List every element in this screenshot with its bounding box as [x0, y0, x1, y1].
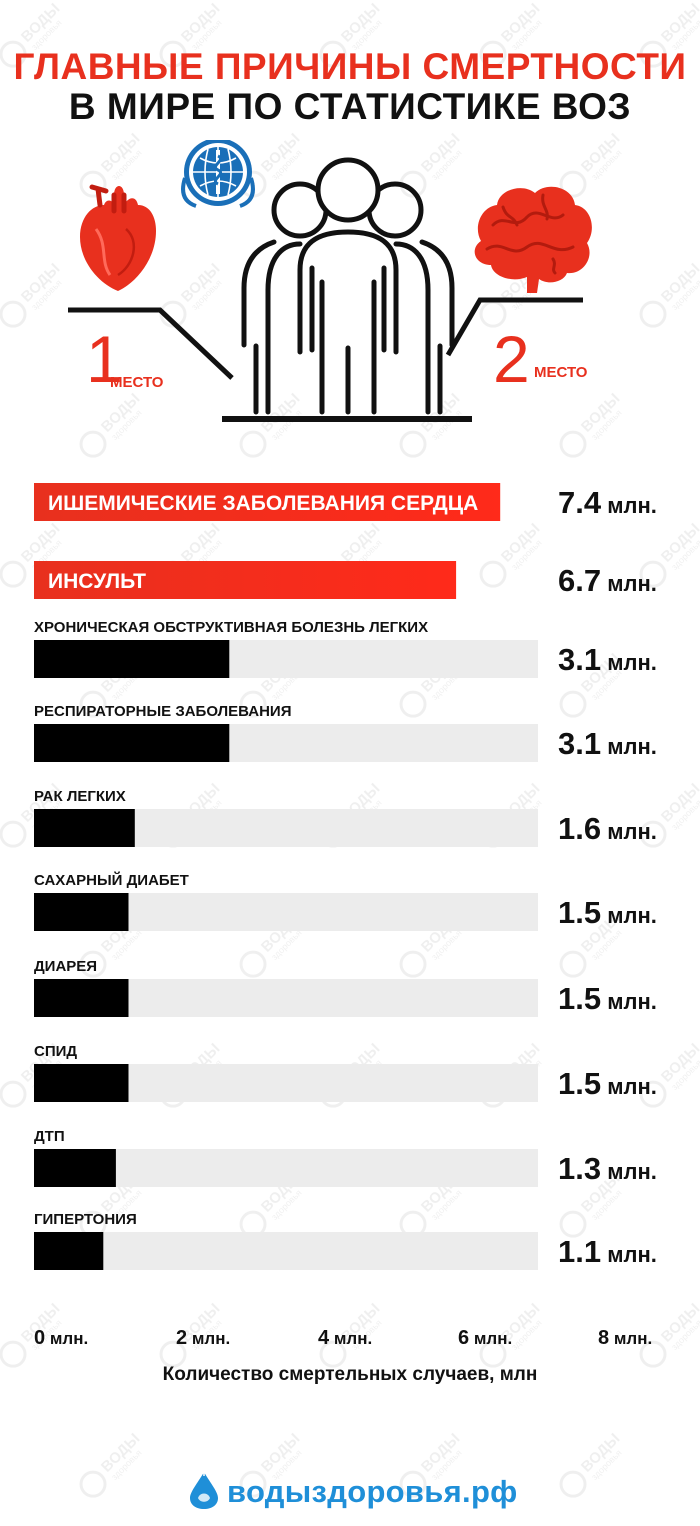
value-label: 1.5 млн.: [558, 895, 657, 930]
title-line-1: ГЛАВНЫЕ ПРИЧИНЫ СМЕРТНОСТИ: [13, 46, 687, 87]
who-emblem-icon: [181, 140, 255, 208]
site-link[interactable]: водыздоровья.рф: [227, 1474, 518, 1509]
bar: [34, 809, 135, 847]
bar: [34, 640, 230, 678]
bar-highlighted: [34, 483, 501, 521]
category-label: ДТП: [34, 1128, 65, 1145]
second-place-word: МЕСТО: [534, 364, 588, 381]
category-label: СПИД: [34, 1043, 77, 1060]
value-label: 1.5 млн.: [558, 1066, 657, 1101]
bar: [34, 1232, 104, 1270]
bar: [34, 724, 230, 762]
heart-icon: [80, 184, 156, 291]
bar: [34, 893, 129, 931]
x-tick-label: 8 млн.: [598, 1327, 652, 1349]
value-label: 1.3 млн.: [558, 1151, 657, 1186]
category-label: РЕСПИРАТОРНЫЕ ЗАБОЛЕВАНИЯ: [34, 703, 291, 720]
hero-illustration: 1 МЕСТО 2 МЕСТО: [0, 140, 700, 440]
x-tick-label: 0 млн.: [34, 1327, 88, 1349]
brain-icon: [474, 186, 592, 293]
horizontal-bar-chart: ИШЕМИЧЕСКИЕ ЗАБОЛЕВАНИЯ СЕРДЦА 7.4 млн. ИН…: [34, 483, 657, 1349]
category-label: ДИАРЕЯ: [34, 958, 97, 975]
value-label: 3.1 млн.: [558, 642, 657, 677]
second-place-number: 2: [493, 322, 530, 396]
x-tick-label: 6 млн.: [458, 1327, 512, 1349]
left-connector-line: [68, 307, 234, 380]
category-label: ГИПЕРТОНИЯ: [34, 1211, 137, 1228]
first-place-word: МЕСТО: [110, 374, 164, 391]
value-label: 1.6 млн.: [558, 811, 657, 846]
first-place-number: 1: [86, 322, 123, 396]
category-label: САХАРНЫЙ ДИАБЕТ: [34, 871, 189, 889]
x-tick-label: 4 млн.: [318, 1327, 372, 1349]
value-label: 3.1 млн.: [558, 726, 657, 761]
bar: [34, 1149, 116, 1187]
category-label: ИНСУЛЬТ: [48, 570, 146, 593]
right-connector-line: [445, 297, 583, 357]
x-axis-title: Количество смертельных случаев, млн: [162, 1364, 538, 1385]
category-label: ХРОНИЧЕСКАЯ ОБСТРУКТИВНАЯ БОЛЕЗНЬ ЛЕГКИХ: [34, 619, 428, 636]
footer: водыздоровья.рф: [0, 1468, 700, 1512]
water-drop-icon: [190, 1470, 218, 1509]
value-label: 6.7 млн.: [558, 563, 657, 598]
bar-track: [34, 1149, 538, 1187]
value-label: 7.4 млн.: [558, 485, 657, 520]
bar: [34, 1064, 129, 1102]
value-label: 1.5 млн.: [558, 981, 657, 1016]
bar-track: [34, 1232, 538, 1270]
bar-highlighted: [34, 561, 457, 599]
value-label: 1.1 млн.: [558, 1234, 657, 1269]
category-label: РАК ЛЕГКИХ: [34, 788, 126, 805]
bar: [34, 979, 129, 1017]
title-line-2: В МИРЕ ПО СТАТИСТИКЕ ВОЗ: [68, 86, 632, 127]
x-tick-label: 2 млн.: [176, 1327, 230, 1349]
category-label: ИШЕМИЧЕСКИЕ ЗАБОЛЕВАНИЯ СЕРДЦА: [48, 492, 478, 515]
people-group-icon: [241, 157, 455, 415]
